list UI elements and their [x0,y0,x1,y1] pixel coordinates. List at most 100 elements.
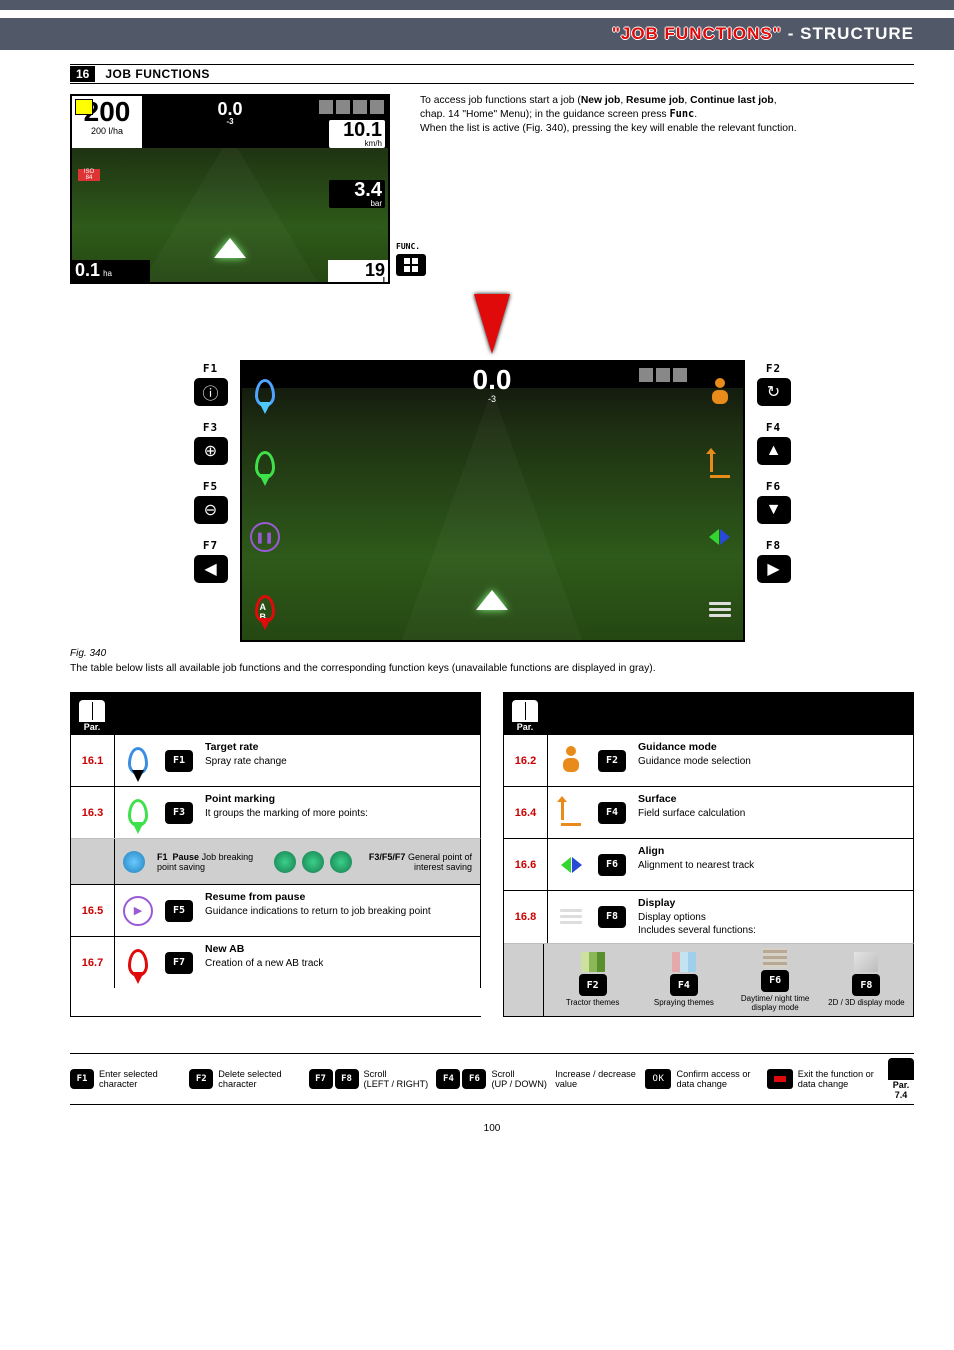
fn-col-head-left: Par. [71,692,481,734]
lg-esc: Exit the function or data change [767,1069,880,1089]
lg-key-f7[interactable]: F7 [309,1069,333,1089]
speed-value: 10.1 [343,119,382,141]
side-icon-point[interactable] [250,442,280,488]
lg-scroll-lr: F7F8 Scroll(LEFT / RIGHT) [309,1069,429,1089]
side-icon-guidance[interactable] [705,370,735,416]
lg-par-label: Par. [893,1080,910,1090]
f1-key[interactable]: ⓘ [194,378,228,406]
fn-title-16-8: Display [638,897,905,911]
func-key-icon[interactable] [396,254,426,276]
lg-key-f2[interactable]: F2 [189,1069,213,1089]
intro-b3: Continue last job [690,95,774,106]
fn-par-16-2: 16.2 [504,735,548,786]
fn-desc2-16-8: Includes several functions: [638,925,756,936]
lg-txt-delete: Delete selected character [218,1069,300,1089]
fn-key-f7[interactable]: F7 [165,952,193,974]
f7-key[interactable]: ◀ [194,555,228,583]
sub4-key-f6[interactable]: F6 [761,970,789,992]
side-icon-align[interactable] [705,514,735,560]
top-right-icons [319,100,384,114]
fn-key-f8[interactable]: F8 [598,906,626,928]
fn-par-16-6: 16.6 [504,839,548,890]
sub4-label-2d3d: 2D / 3D display mode [828,998,904,1007]
fn-par-16-7: 16.7 [71,937,115,988]
sub-pause-key: F1 [157,852,168,862]
fn-row-16-5: 16.5 ▶ F5 Resume from pauseGuidance indi… [71,884,481,936]
lg-key-f1[interactable]: F1 [70,1069,94,1089]
f4-key[interactable]: ▲ [757,437,791,465]
sub4-2d3d: F8 2D / 3D display mode [824,952,909,1007]
sub4-key-f2[interactable]: F2 [579,974,607,996]
lg-key-f4[interactable]: F4 [436,1069,460,1089]
fn-key-f5[interactable]: F5 [165,900,193,922]
deviation-sub: -3 [200,118,260,126]
figure-caption: Fig. 340 [70,648,914,659]
fn-key-f6[interactable]: F6 [598,854,626,876]
fn-key-f4[interactable]: F4 [598,802,626,824]
lg-key-f6[interactable]: F6 [462,1069,486,1089]
fn-par-16-5: 16.5 [71,885,115,936]
f2-key[interactable]: ↻ [757,378,791,406]
intro-b1: New job [581,95,620,106]
fn-icon-surface [548,787,594,838]
fn-sub4-16-8: F2Tractor themes F4Spraying themes F6Day… [504,943,914,1016]
fn-row-16-7: 16.7 A B F7 New ABCreation of a new AB t… [71,936,481,988]
flow-value: 19 [365,260,385,280]
f5-label: F5 [203,480,218,493]
side-icon-ab[interactable]: A B [250,586,280,632]
side-icon-target[interactable] [250,370,280,416]
fn-col-head-right: Par. [504,692,914,734]
f6-key[interactable]: ▼ [757,496,791,524]
side-icon-pause[interactable]: ❚❚ [250,514,280,560]
top-thin-band [0,0,954,10]
book-icon-right [512,700,538,722]
fn-desc-16-7: Creation of a new AB track [205,958,323,969]
f6-label: F6 [766,480,781,493]
f4-label: F4 [766,421,781,434]
fn-title-16-6: Align [638,845,905,859]
road-perspective [140,136,320,284]
fn-key-f1[interactable]: F1 [165,750,193,772]
fn-desc-16-6: Alignment to nearest track [638,860,754,871]
vehicle-arrow [214,238,246,258]
lg-enter: F1 Enter selected character [70,1069,181,1089]
side-icon-display[interactable] [705,586,735,632]
fn-title-16-1: Target rate [205,741,472,755]
function-tables: Par. 16.1 F1 Target rateSpray rate chang… [70,692,914,1017]
func-label: FUNC. [396,242,420,251]
lg-txt-esc: Exit the function or data change [798,1069,880,1089]
fn-title-16-3: Point marking [205,793,472,807]
sub4-key-f8[interactable]: F8 [852,974,880,996]
f8-key[interactable]: ▶ [757,555,791,583]
fn-row-16-6: 16.6 F6 AlignAlignment to nearest track [504,838,914,890]
page-body: 16 JOB FUNCTIONS 200 200 l/ha 0.0 -3 10.… [0,50,954,1154]
fn-par-16-1: 16.1 [71,735,115,786]
header-title-red: "JOB FUNCTIONS" [612,24,782,44]
header-title-white: - STRUCTURE [788,24,914,44]
lg-key-f8[interactable]: F8 [335,1069,359,1089]
lg-key-esc[interactable] [767,1069,793,1089]
f3-key[interactable]: ⊕ [194,437,228,465]
fn-key-f3[interactable]: F3 [165,802,193,824]
sub-gen-desc: General point of interest saving [408,852,472,872]
lg-key-ok[interactable]: OK [645,1069,671,1089]
speed-box: 10.1 km/h [329,120,385,148]
fn-par-16-3: 16.3 [71,787,115,838]
lg-txt-enter: Enter selected character [99,1069,181,1089]
lg-scroll-ud-b: (UP / DOWN) [491,1079,546,1089]
intro-text: To access job functions start a job (New… [420,94,914,136]
lg-par-value: 7.4 [895,1090,908,1100]
side-icon-surface[interactable] [705,442,735,488]
table-note: The table below lists all available job … [70,663,914,674]
f5-key[interactable]: ⊖ [194,496,228,524]
sub4-tractor: F2Tractor themes [550,952,635,1007]
lg-scroll-ud-a: Scroll [491,1069,514,1079]
fn-key-f2[interactable]: F2 [598,750,626,772]
lg-scroll-ud: F4F6 Scroll(UP / DOWN) [436,1069,546,1089]
fn-row-16-3: 16.3 F3 Point markingIt groups the marki… [71,786,481,838]
f8-label: F8 [766,539,781,552]
sub4-key-f4[interactable]: F4 [670,974,698,996]
sub-pause-title: Pause [173,852,200,862]
pause-pill-icon [115,851,153,873]
fn-par-16-4: 16.4 [504,787,548,838]
